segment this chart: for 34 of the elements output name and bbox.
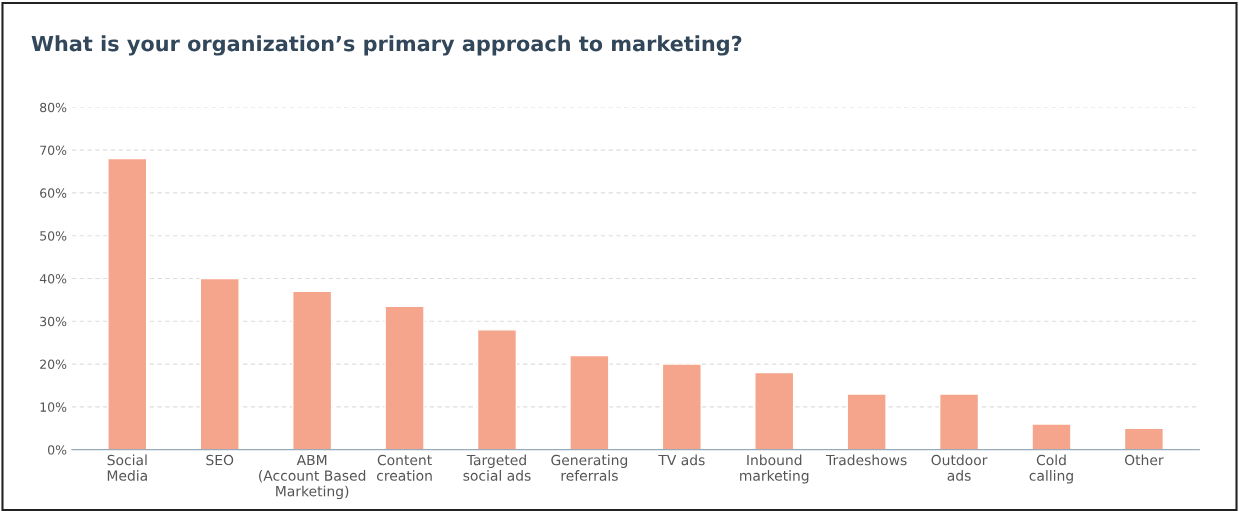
y-tick-label: 70% — [40, 145, 67, 156]
chart-title: What is your organization’s primary approach to marketing? — [31, 35, 742, 56]
bar — [476, 329, 518, 450]
bar — [1123, 427, 1165, 450]
bar — [754, 371, 795, 450]
x-tick-label: Targeted social ads — [463, 454, 531, 481]
x-tick-label: TV ads — [658, 454, 705, 466]
y-tick-label: 0% — [48, 445, 67, 455]
bar — [292, 290, 333, 450]
x-tick-label: SEO — [206, 454, 234, 466]
bar — [569, 354, 610, 450]
x-tick-label: Tradeshows — [826, 454, 907, 466]
bar — [199, 277, 240, 450]
y-tick-label: 10% — [40, 402, 67, 412]
bar — [107, 157, 148, 450]
x-tick-label: Other — [1124, 454, 1164, 466]
bar — [384, 305, 425, 450]
x-tick-label: Content creation — [376, 454, 432, 481]
x-tick-label: Generating referrals — [551, 454, 628, 481]
bar — [1031, 423, 1072, 450]
bar — [938, 393, 980, 450]
y-tick-label: 30% — [40, 316, 67, 327]
x-tick-label: ABM (Account Based Marketing) — [259, 454, 366, 500]
y-tick-label: 80% — [40, 102, 67, 113]
bar — [846, 393, 887, 450]
x-tick-label: Social Media — [107, 454, 147, 481]
bar — [661, 363, 702, 450]
y-tick-label: 60% — [40, 188, 67, 198]
y-tick-label: 40% — [39, 273, 67, 284]
x-tick-label: Cold calling — [1029, 454, 1073, 484]
y-tick-label: 50% — [40, 231, 67, 241]
x-tick-label: Outdoor ads — [931, 454, 988, 481]
x-tick-label: Inbound marketing — [740, 454, 809, 484]
y-tick-label: 20% — [40, 359, 67, 370]
